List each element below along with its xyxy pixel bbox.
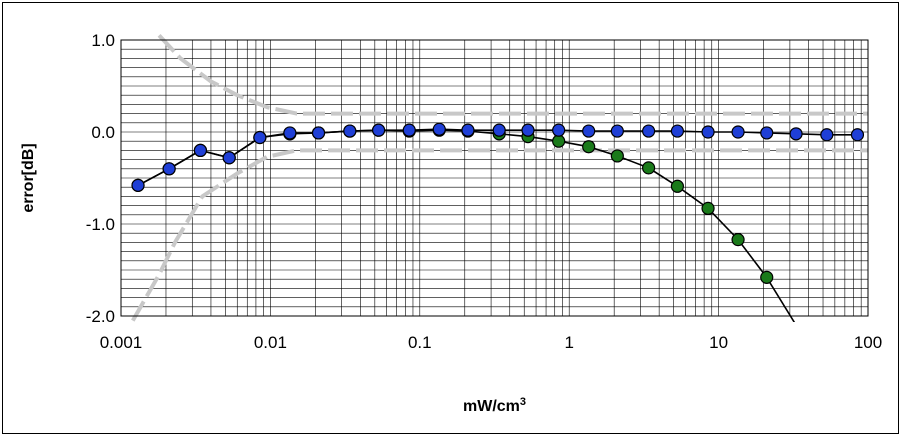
x-tick-label: 10 <box>709 333 728 352</box>
x-axis-title: mW/cm3 <box>463 396 526 415</box>
series-1-point <box>610 124 624 138</box>
series-1-point <box>372 123 386 137</box>
series-0-point <box>610 149 624 163</box>
series-1-point <box>253 130 267 145</box>
grid <box>120 39 868 317</box>
series-1-point <box>701 125 715 139</box>
series-0-point <box>642 161 656 175</box>
series-1-point <box>162 162 176 176</box>
series <box>131 122 865 322</box>
x-axis-title-sup: 3 <box>520 396 526 408</box>
series-1-point <box>222 151 236 165</box>
series-0-point <box>760 270 774 284</box>
series-1-point <box>789 127 803 141</box>
limit-band-line <box>157 34 868 116</box>
series-1-point <box>552 123 566 137</box>
series-1-point <box>311 126 326 140</box>
x-tick-label: 0.1 <box>408 333 432 352</box>
series-1-point <box>492 123 506 137</box>
y-tick-label: 1.0 <box>91 31 115 50</box>
y-axis-title: error[dB] <box>20 143 37 212</box>
series-0-point <box>552 134 566 148</box>
series-1-point <box>582 124 596 138</box>
series-1-point <box>760 126 774 140</box>
series-1-point <box>642 124 656 138</box>
x-tick-label: 1 <box>564 333 573 352</box>
series-1-point <box>850 128 865 142</box>
y-tick-label: 0.0 <box>91 123 115 142</box>
y-tick-labels: 1.0 0.0 -1.0 -2.0 <box>86 31 115 326</box>
x-tick-labels: 0.001 0.01 0.1 1 10 100 <box>100 333 882 352</box>
plot-border <box>120 39 869 317</box>
chart-frame: 0.001 0.01 0.1 1 10 100 1.0 0.0 -1.0 -2.0 mW/cm3… <box>2 2 899 434</box>
series-0-point <box>582 140 596 154</box>
limit-band-line <box>131 148 868 322</box>
series-0-point <box>731 233 745 247</box>
series-1-point <box>670 124 685 138</box>
y-tick-label: -1.0 <box>86 215 115 234</box>
y-tick-label: -2.0 <box>86 307 115 326</box>
series-1-point <box>193 143 208 157</box>
x-axis-title-main: mW/cm <box>463 398 520 415</box>
series-1-point <box>131 178 145 192</box>
series-1-point <box>402 123 416 137</box>
series-1-point <box>461 123 475 137</box>
series-1-point <box>432 122 446 136</box>
x-tick-label: 0.001 <box>100 333 143 352</box>
series-1-point <box>521 123 535 137</box>
series-1-point <box>731 125 745 139</box>
x-tick-label: 0.01 <box>254 333 287 352</box>
x-tick-label: 100 <box>854 333 882 352</box>
chart-svg: 0.001 0.01 0.1 1 10 100 1.0 0.0 -1.0 -2.0 mW/cm3… <box>20 31 882 415</box>
limit-bands <box>131 34 868 322</box>
series-0-point <box>701 201 715 215</box>
series-0-point <box>670 179 685 193</box>
series-1-point <box>343 124 357 138</box>
series-1-point <box>283 126 297 140</box>
series-1-point <box>820 128 834 142</box>
